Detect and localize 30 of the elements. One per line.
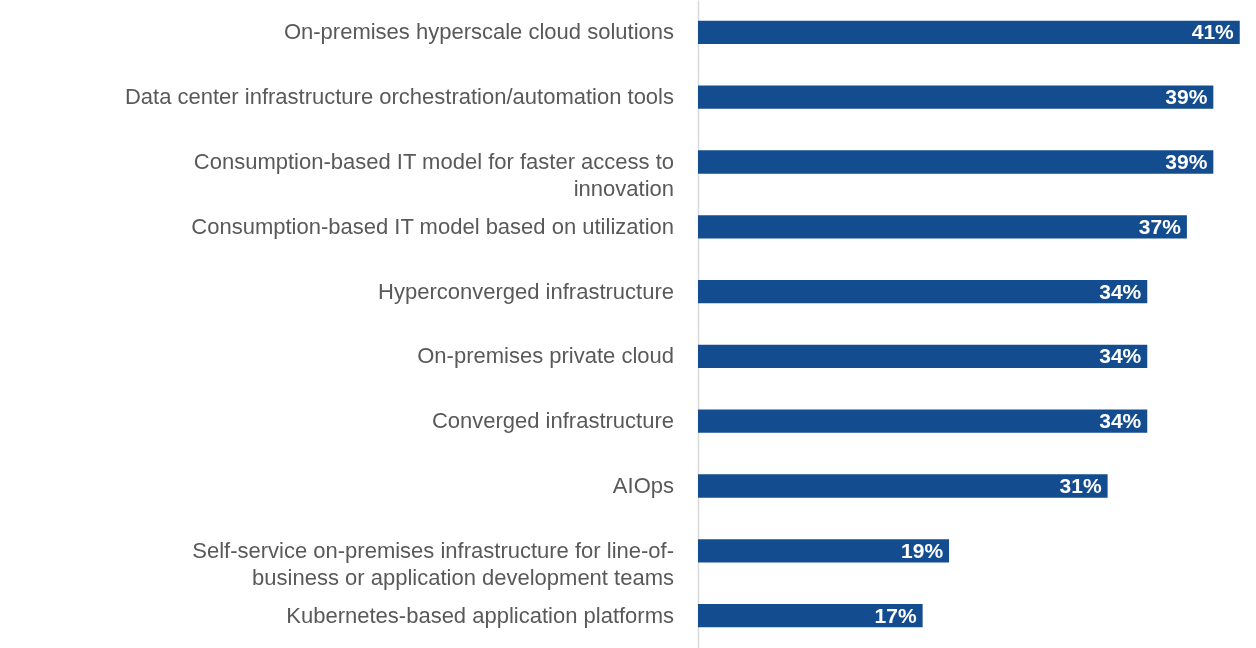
y-tick-label: Consumption-based IT model for faster access to innovation — [193, 149, 674, 201]
bar — [698, 474, 1108, 498]
data-label: 37% — [1138, 214, 1182, 238]
bar — [698, 539, 950, 563]
y-tick-label: Self-service on-premises infrastructure for line-of-business or application development teams — [192, 537, 674, 590]
y-tick-label: Data center infrastructure orchestration/automation tools — [124, 84, 674, 110]
y-tick-label: Consumption-based IT model based on utilization — [191, 213, 674, 239]
y-tick-label: Converged infrastructure — [431, 408, 674, 434]
data-label: 39% — [1165, 150, 1208, 173]
bar — [698, 603, 923, 628]
y-tick-label: On-premises hyperscale cloud solutions — [283, 19, 674, 45]
bar — [698, 344, 1148, 369]
data-label: 34% — [1099, 344, 1142, 368]
data-label: 34% — [1099, 409, 1142, 433]
y-tick-label: Kubernetes-based application platforms — [286, 602, 674, 628]
data-label: 19% — [901, 538, 944, 562]
bar — [698, 85, 1214, 109]
bar — [698, 279, 1148, 304]
bar — [698, 20, 1240, 45]
y-tick-label: AIOps — [612, 473, 674, 498]
y-tick-label: Hyperconverged infrastructure — [378, 278, 674, 304]
data-label: 39% — [1165, 85, 1208, 109]
data-label: 34% — [1099, 279, 1142, 303]
bar — [698, 150, 1214, 174]
bar — [698, 409, 1148, 433]
y-tick-label: On-premises private cloud — [417, 343, 674, 369]
data-label: 41% — [1191, 20, 1235, 44]
data-label: 17% — [874, 603, 917, 627]
data-label: 31% — [1059, 474, 1102, 497]
bar — [698, 215, 1187, 239]
